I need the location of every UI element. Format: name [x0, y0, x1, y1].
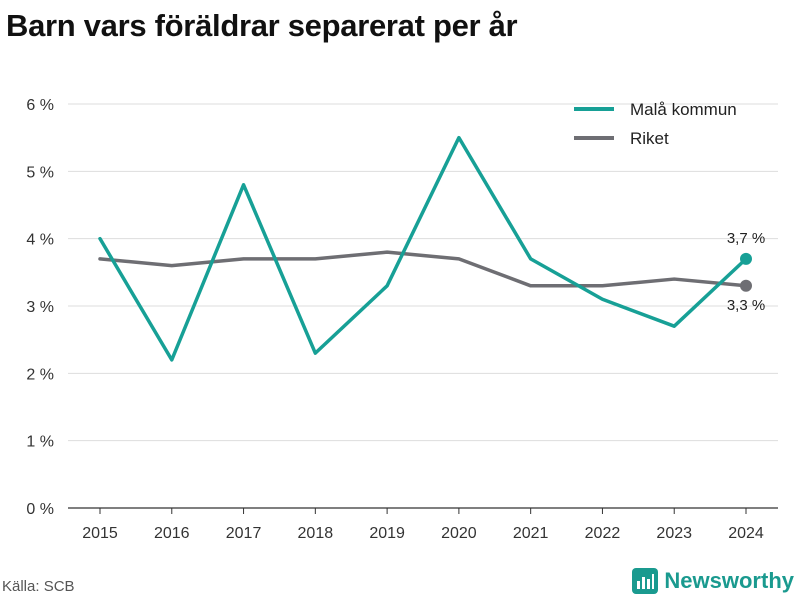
- chart-title: Barn vars föräldrar separerat per år: [6, 8, 518, 43]
- legend-label-1: Riket: [630, 129, 669, 148]
- legend: Malå kommun Riket: [574, 100, 737, 148]
- y-tick-label: 5 %: [26, 164, 54, 181]
- y-axis: 0 % 1 % 2 % 3 % 4 % 5 % 6 %: [26, 97, 54, 518]
- legend-label-0: Malå kommun: [630, 100, 737, 119]
- x-tick-label: 2016: [154, 525, 190, 542]
- series-line-0: [98, 135, 748, 362]
- series-end-point-1: [740, 279, 752, 292]
- y-tick-label: 2 %: [26, 366, 54, 383]
- x-tick-label: 2022: [585, 525, 621, 542]
- x-tick-label: 2015: [82, 525, 118, 542]
- x-tick-label: 2021: [513, 525, 549, 542]
- x-tick-label: 2018: [298, 525, 334, 542]
- x-tick-label: 2020: [441, 525, 477, 542]
- series-line-1: [98, 250, 748, 288]
- series-end-label-0: 3,7 %: [727, 230, 765, 247]
- brand-name: Newsworthy: [664, 568, 794, 593]
- y-tick-label: 6 %: [26, 97, 54, 114]
- source-note: Källa: SCB: [2, 578, 75, 595]
- x-tick-label: 2019: [369, 525, 405, 542]
- brand[interactable]: Newsworthy: [632, 568, 794, 594]
- x-axis: 2015 2016 2017 2018 2019 2020 2021 2022 2023 2024: [82, 508, 764, 542]
- y-tick-label: 0 %: [26, 501, 54, 518]
- y-tick-label: 3 %: [26, 299, 54, 316]
- newsworthy-logo-icon: [632, 568, 659, 594]
- grid-lines: [68, 103, 778, 509]
- x-tick-label: 2023: [656, 525, 692, 542]
- series-end-label-1: 3,3 %: [727, 297, 765, 314]
- x-tick-label: 2024: [728, 525, 764, 542]
- y-tick-label: 1 %: [26, 434, 54, 451]
- y-tick-label: 4 %: [26, 232, 54, 249]
- series-end-point-0: [740, 252, 752, 265]
- series-lines: 3,3 % 3,7 %: [98, 135, 765, 362]
- x-tick-label: 2017: [226, 525, 262, 542]
